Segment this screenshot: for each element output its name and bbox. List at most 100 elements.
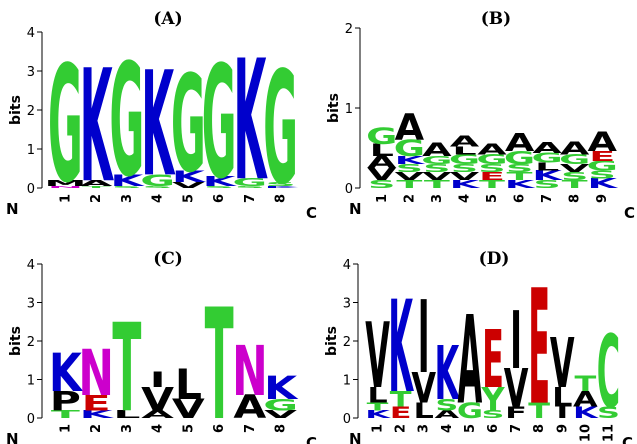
logo-letter: E (390, 404, 412, 422)
logo-letter: I (556, 404, 568, 422)
logo-letter: K (49, 344, 84, 405)
position-label: 6 (486, 424, 501, 433)
logo-letter: A (458, 290, 483, 431)
logo-letter: A (477, 140, 507, 158)
logo-letter: T (51, 408, 80, 420)
y-axis-label: bits (326, 93, 342, 123)
logo-letter: N (232, 332, 268, 411)
logo-letter: L (367, 384, 387, 408)
c-terminus-label: C (306, 434, 317, 444)
panel-title: (A) (153, 9, 182, 29)
position-label: 7 (243, 194, 258, 203)
logo-letter: G (140, 171, 175, 190)
logo-letter: A (573, 388, 598, 412)
logo-letter: S (265, 181, 296, 187)
position-label: 10 (578, 424, 593, 442)
logo-letter: G (504, 147, 535, 168)
logo-letter: L (535, 160, 559, 173)
y-tick-label: 3 (27, 297, 35, 312)
logo-letter: S (478, 162, 505, 175)
position-label: 4 (440, 424, 455, 433)
y-tick-label: 4 (343, 258, 351, 273)
logo-letter: K (141, 41, 175, 209)
c-terminus-label: C (306, 204, 317, 222)
logo-letter: G (531, 150, 562, 165)
position-label: 11 (601, 424, 616, 442)
position-label: 7 (243, 424, 258, 433)
logo-letter: T (562, 178, 588, 191)
y-axis-label: bits (8, 326, 24, 356)
logo-letter: K (388, 273, 414, 421)
logo-letter: F (505, 404, 527, 422)
logo-letter: L (452, 144, 476, 157)
position-label: 5 (181, 194, 196, 203)
y-tick-label: 1 (345, 102, 353, 117)
logo-letter: G (559, 152, 590, 167)
y-tick-label: 3 (343, 297, 351, 312)
logo-letter: A (587, 127, 617, 158)
logo-letter: K (264, 186, 299, 189)
logo-letter: S (112, 186, 143, 189)
logo-letter: V (365, 305, 390, 409)
y-tick-label: 2 (27, 335, 35, 350)
position-label: 6 (513, 194, 528, 203)
y-tick-label: 0 (27, 182, 35, 197)
logo-letter: G (109, 31, 144, 211)
logo-letter: V (395, 170, 425, 183)
logo-letter: E (479, 170, 505, 183)
logo-letter: T (396, 178, 422, 191)
logo-letter: S (204, 186, 235, 189)
position-label: 7 (540, 194, 555, 203)
position-label: 3 (120, 424, 135, 433)
panel-title: (C) (153, 249, 183, 269)
position-label: 2 (89, 194, 104, 203)
logo-letter: V (367, 165, 397, 184)
position-label: 8 (274, 194, 289, 203)
y-tick-label: 4 (27, 258, 35, 273)
logo-letter: Y (480, 382, 505, 418)
logo-letter: V (422, 170, 452, 183)
logo-letter: K (80, 37, 114, 217)
y-axis-label: bits (8, 95, 24, 125)
y-tick-label: 1 (343, 374, 351, 389)
logo-letter: T (112, 300, 141, 440)
logo-letter: G (587, 158, 618, 173)
panel-title: (B) (481, 9, 511, 29)
logo-letter: S (396, 162, 423, 175)
logo-letter: M (44, 179, 86, 188)
position-label: 1 (375, 194, 390, 203)
position-label: 9 (555, 424, 570, 433)
position-label: 2 (89, 424, 104, 433)
position-label: 1 (58, 424, 73, 433)
logo-letter: G (394, 136, 425, 161)
logo-letter: L (370, 141, 394, 160)
position-label: 4 (457, 194, 472, 203)
position-label: 4 (151, 424, 166, 433)
logo-letter: I (150, 368, 166, 393)
logo-letter: A (422, 139, 452, 161)
y-tick-label: 1 (27, 143, 35, 158)
position-label: 7 (509, 424, 524, 433)
logo-letter: T (424, 178, 450, 191)
logo-letter: K (587, 176, 618, 191)
y-tick-label: 0 (345, 182, 353, 197)
logo-letter: A (80, 179, 113, 188)
y-tick-label: 3 (27, 65, 35, 80)
logo-letter: K (450, 178, 481, 191)
logo-letter: A (560, 138, 590, 159)
logo-letter: T (528, 399, 550, 423)
position-label: 2 (402, 194, 417, 203)
logo-letter: K (110, 171, 144, 190)
position-label: 3 (417, 424, 432, 433)
logo-letter: G (202, 33, 237, 213)
c-terminus-label: C (622, 434, 633, 444)
logo-letter: G (476, 152, 507, 167)
y-tick-label: 2 (343, 335, 351, 350)
logo-letter: T (507, 170, 533, 183)
position-label: 8 (532, 424, 547, 433)
n-terminus-label: N (349, 200, 362, 218)
